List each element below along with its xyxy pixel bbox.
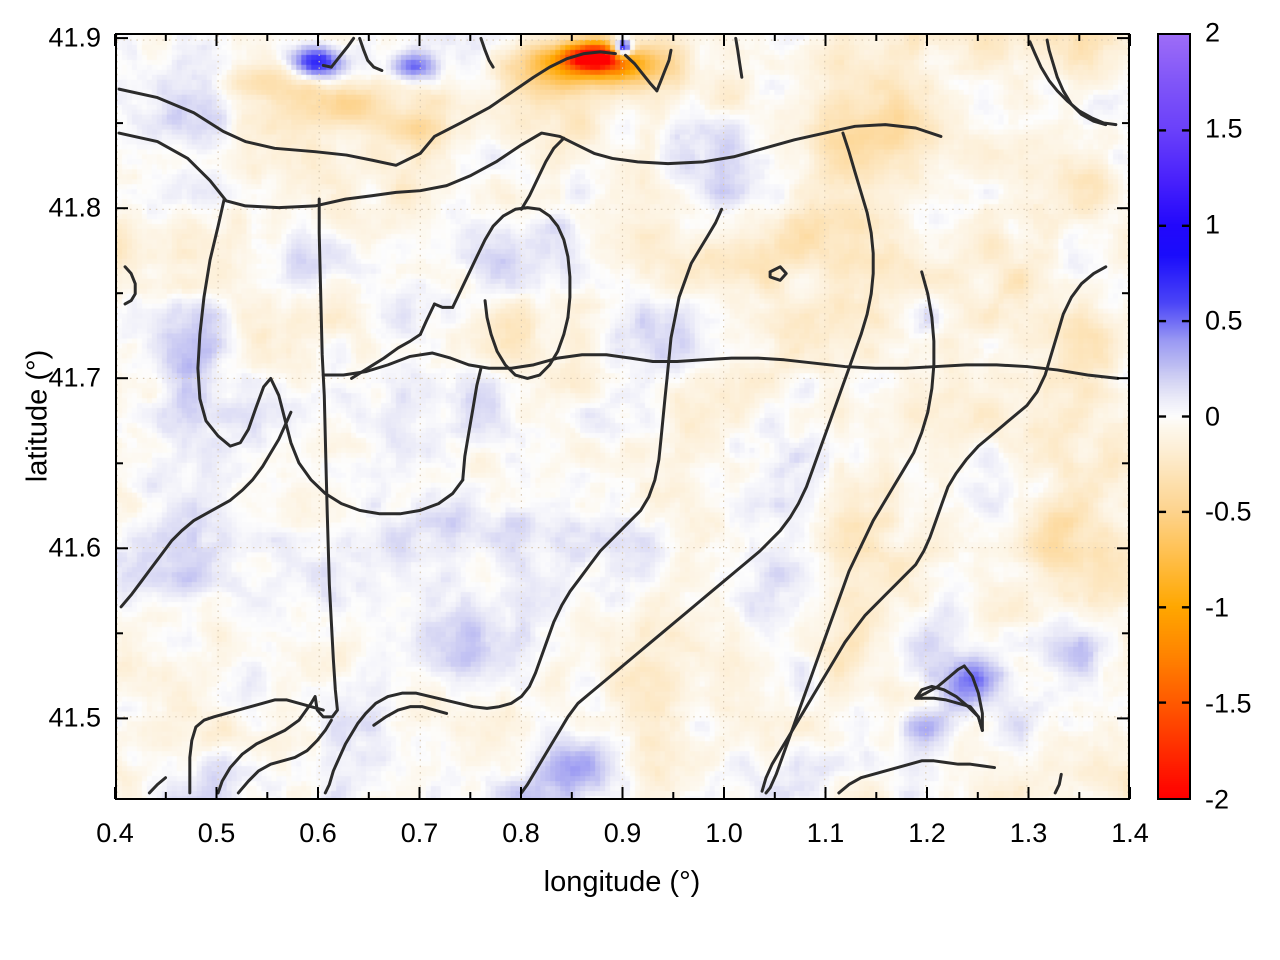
colorbar-tick-label: -2 [1205,784,1230,815]
colorbar-tick-label: 0.5 [1205,305,1243,336]
plot-area [115,33,1130,800]
y-tick-label: 41.7 [48,362,101,393]
colorbar-ticks [1159,129,1189,704]
y-tick-label: 41.8 [48,192,101,223]
colorbar-tick-label: 2 [1205,17,1221,48]
y-tick-label: 41.5 [48,702,101,733]
y-tick-label: 41.9 [48,22,101,53]
colorbar [1157,33,1191,800]
colorbar-tick-label: -0.5 [1205,496,1252,527]
colorbar-tick-label: -1 [1205,592,1230,623]
contour-overlay [117,36,1120,795]
x-axis-title: longitude (°) [543,866,701,898]
y-axis-title: latitude (°) [21,349,54,483]
colorbar-tick-label: 1.5 [1205,113,1243,144]
x-tick-label: 1.0 [705,818,743,848]
x-tick-label: 0.9 [603,818,642,848]
y-tick-label: 41.6 [48,532,101,563]
colorbar-tick-label: -1.5 [1205,688,1252,719]
x-tick-label: 1.1 [806,818,845,848]
x-tick-label: 1.3 [1009,818,1048,848]
x-tick-label: 0.6 [299,818,337,848]
x-tick-label: 0.4 [96,818,134,848]
colorbar-tick-label: 0 [1205,401,1221,431]
x-tick-label: 1.4 [1111,818,1149,848]
colorbar-tick-label: 1 [1205,209,1221,240]
x-tick-label: 0.7 [400,818,439,848]
x-tick-label: 0.8 [502,818,540,848]
x-tick-label: 1.2 [908,818,946,848]
x-tick-label: 0.5 [197,818,236,848]
